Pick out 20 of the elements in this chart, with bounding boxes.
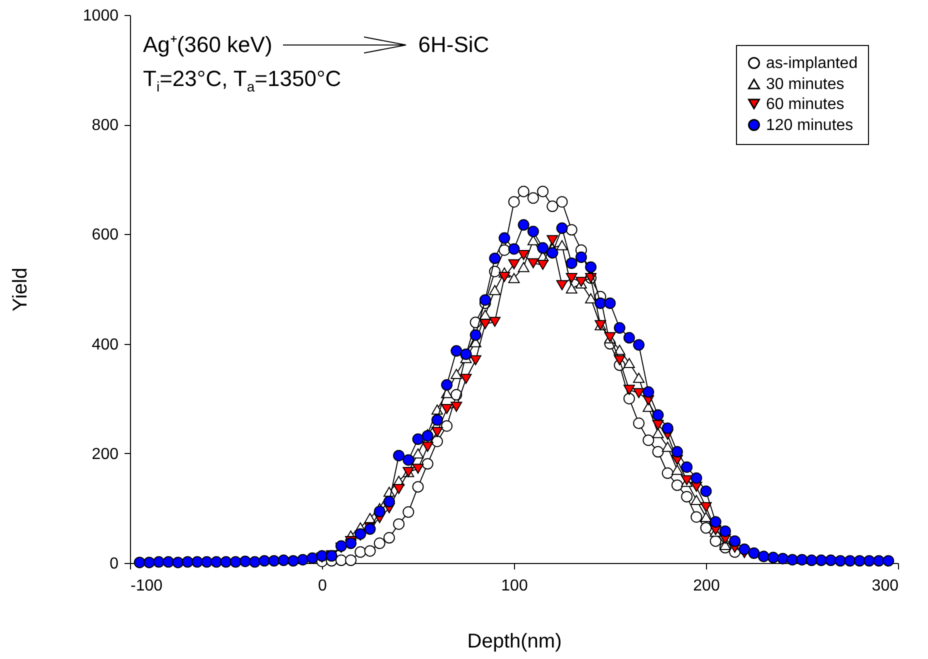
- legend-label: 30 minutes: [766, 76, 844, 93]
- y-tick-label: 0: [110, 556, 119, 572]
- x-tick-label: 300: [872, 578, 899, 594]
- annotation: T$_{i}$=23°C, T$_{a}$=1350°C: [143, 65, 342, 96]
- legend-label: as-implanted: [766, 55, 858, 72]
- y-tick-label: 400: [92, 336, 119, 354]
- annotation: Ag⁺(360 keV): [143, 31, 272, 59]
- x-axis-title: Depth(nm): [467, 630, 562, 652]
- y-tick-label: 200: [92, 446, 119, 463]
- y-tick-label: 600: [92, 226, 119, 244]
- legend-label: 120 minutes: [766, 117, 854, 134]
- y-axis-title: Yield: [10, 268, 32, 312]
- legend-label: 60 minutes: [766, 96, 844, 113]
- y-tick-label: 800: [92, 117, 119, 134]
- x-tick-label: 100: [501, 578, 528, 594]
- x-tick-label: -100: [130, 578, 163, 594]
- y-tick-label: 1000: [82, 8, 119, 24]
- annotation: 6H-SiC: [418, 31, 490, 59]
- x-tick-label: 200: [693, 578, 720, 594]
- x-tick-label: 0: [318, 578, 328, 594]
